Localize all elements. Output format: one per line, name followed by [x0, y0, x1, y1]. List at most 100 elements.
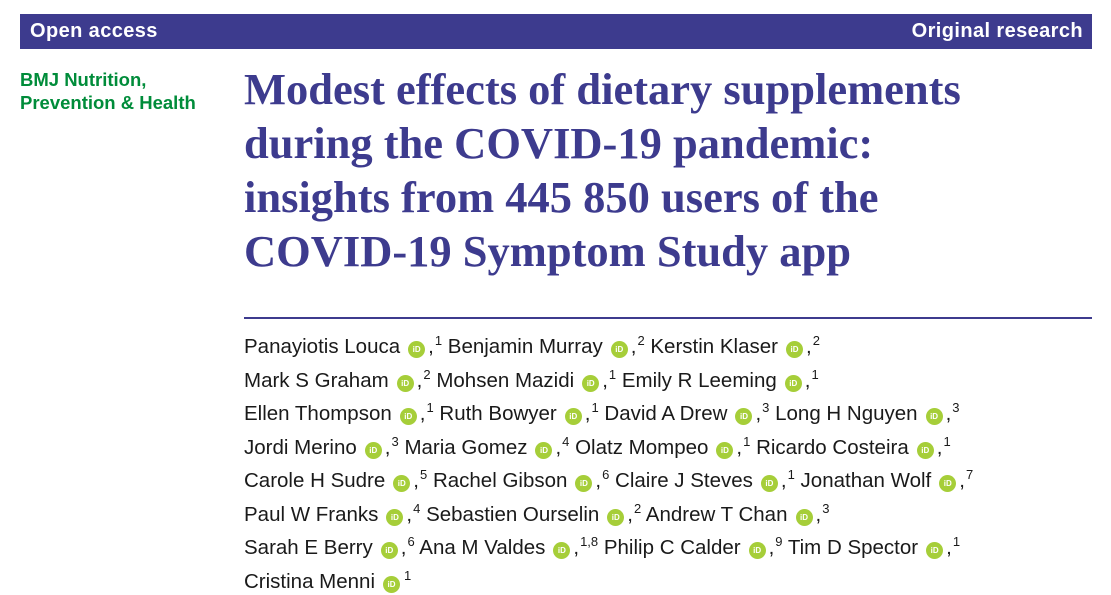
- orcid-icon[interactable]: iD: [381, 542, 398, 559]
- author-name: Long H Nguyen: [775, 402, 917, 425]
- author-separator: ,: [959, 469, 965, 492]
- author-separator: ,: [816, 503, 822, 526]
- journal-name-line: Prevention & Health: [20, 91, 196, 114]
- author-separator: ,: [413, 469, 419, 492]
- affiliation-marker[interactable]: 4: [413, 501, 420, 516]
- orcid-icon[interactable]: iD: [917, 442, 934, 459]
- orcid-icon[interactable]: iD: [926, 408, 943, 425]
- title-line: insights from 445 850 users of the: [244, 170, 1104, 224]
- author-separator: ,: [385, 436, 391, 459]
- author-separator: ,: [937, 436, 943, 459]
- affiliation-marker[interactable]: 1: [591, 400, 598, 415]
- author-line: Cristina Menni iD 1: [244, 562, 973, 595]
- title-divider: [244, 317, 1092, 319]
- orcid-icon[interactable]: iD: [749, 542, 766, 559]
- author-separator: ,: [595, 469, 601, 492]
- author-name: Ellen Thompson: [244, 402, 392, 425]
- orcid-icon[interactable]: iD: [761, 475, 778, 492]
- affiliation-marker[interactable]: 1,8: [580, 534, 598, 549]
- author-separator: ,: [755, 402, 761, 425]
- orcid-icon[interactable]: iD: [386, 509, 403, 526]
- affiliation-marker[interactable]: 6: [602, 467, 609, 482]
- orcid-icon[interactable]: iD: [939, 475, 956, 492]
- author-separator: ,: [573, 536, 579, 559]
- affiliation-marker[interactable]: 2: [423, 367, 430, 382]
- author-name: Carole H Sudre: [244, 469, 385, 492]
- article-title: Modest effects of dietary supplements du…: [244, 62, 1104, 278]
- author-name: Ana M Valdes: [419, 536, 545, 559]
- author-name: Sebastien Ourselin: [426, 503, 599, 526]
- orcid-icon[interactable]: iD: [611, 341, 628, 358]
- author-name: Jonathan Wolf: [801, 469, 932, 492]
- orcid-icon[interactable]: iD: [926, 542, 943, 559]
- affiliation-marker[interactable]: 3: [952, 400, 959, 415]
- orcid-icon[interactable]: iD: [582, 375, 599, 392]
- orcid-icon[interactable]: iD: [408, 341, 425, 358]
- affiliation-marker[interactable]: 4: [562, 434, 569, 449]
- author-name: Mark S Graham: [244, 369, 389, 392]
- orcid-icon[interactable]: iD: [565, 408, 582, 425]
- author-separator: ,: [406, 503, 412, 526]
- orcid-icon[interactable]: iD: [535, 442, 552, 459]
- author-name: Ricardo Costeira: [756, 436, 909, 459]
- affiliation-marker[interactable]: 1: [609, 367, 616, 382]
- affiliation-marker[interactable]: 1: [811, 367, 818, 382]
- orcid-icon[interactable]: iD: [365, 442, 382, 459]
- author-name: Andrew T Chan: [646, 503, 788, 526]
- affiliation-marker[interactable]: 2: [813, 333, 820, 348]
- orcid-icon[interactable]: iD: [575, 475, 592, 492]
- orcid-icon[interactable]: iD: [607, 509, 624, 526]
- title-line: Modest effects of dietary supplements: [244, 62, 1104, 116]
- affiliation-marker[interactable]: 1: [743, 434, 750, 449]
- author-separator: ,: [631, 335, 637, 358]
- orcid-icon[interactable]: iD: [735, 408, 752, 425]
- orcid-icon[interactable]: iD: [553, 542, 570, 559]
- affiliation-marker[interactable]: 1: [943, 434, 950, 449]
- orcid-icon[interactable]: iD: [785, 375, 802, 392]
- author-separator: ,: [602, 369, 608, 392]
- author-separator: ,: [401, 536, 407, 559]
- author-separator: ,: [946, 536, 952, 559]
- affiliation-marker[interactable]: 2: [637, 333, 644, 348]
- affiliation-marker[interactable]: 3: [822, 501, 829, 516]
- orcid-icon[interactable]: iD: [716, 442, 733, 459]
- author-name: Cristina Menni: [244, 570, 375, 593]
- access-banner: Open access Original research: [20, 14, 1092, 49]
- author-separator: ,: [806, 335, 812, 358]
- author-name: Mohsen Mazidi: [436, 369, 574, 392]
- author-separator: ,: [781, 469, 787, 492]
- orcid-icon[interactable]: iD: [796, 509, 813, 526]
- affiliation-marker[interactable]: 3: [762, 400, 769, 415]
- author-name: Rachel Gibson: [433, 469, 567, 492]
- author-separator: ,: [428, 335, 434, 358]
- affiliation-marker[interactable]: 5: [420, 467, 427, 482]
- affiliation-marker[interactable]: 1: [788, 467, 795, 482]
- affiliation-marker[interactable]: 1: [953, 534, 960, 549]
- author-separator: ,: [420, 402, 426, 425]
- orcid-icon[interactable]: iD: [397, 375, 414, 392]
- affiliation-marker[interactable]: 1: [426, 400, 433, 415]
- orcid-icon[interactable]: iD: [400, 408, 417, 425]
- author-name: Kerstin Klaser: [650, 335, 778, 358]
- affiliation-marker[interactable]: 2: [634, 501, 641, 516]
- affiliation-marker[interactable]: 3: [392, 434, 399, 449]
- orcid-icon[interactable]: iD: [393, 475, 410, 492]
- affiliation-marker[interactable]: 6: [407, 534, 414, 549]
- orcid-icon[interactable]: iD: [786, 341, 803, 358]
- affiliation-marker[interactable]: 1: [435, 333, 442, 348]
- journal-name-line: BMJ Nutrition,: [20, 68, 196, 91]
- journal-name: BMJ Nutrition, Prevention & Health: [20, 68, 196, 114]
- author-separator: ,: [417, 369, 423, 392]
- affiliation-marker[interactable]: 1: [404, 568, 411, 583]
- author-name: Claire J Steves: [615, 469, 753, 492]
- author-separator: ,: [555, 436, 561, 459]
- orcid-icon[interactable]: iD: [383, 576, 400, 593]
- affiliation-marker[interactable]: 9: [775, 534, 782, 549]
- affiliation-marker[interactable]: 7: [966, 467, 973, 482]
- author-name: Panayiotis Louca: [244, 335, 400, 358]
